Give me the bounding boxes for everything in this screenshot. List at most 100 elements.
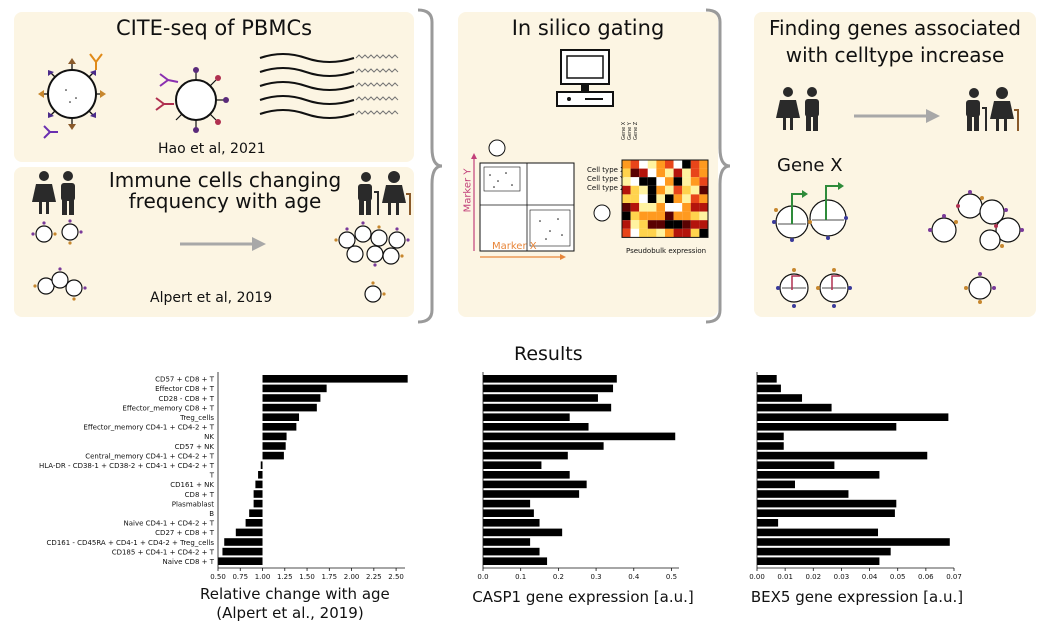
category-label: CD185 + CD4-1 + CD4-2 + T <box>112 548 215 556</box>
bex5-xlabel: BEX5 gene expression [a.u.] <box>750 588 964 606</box>
x-tick-label: 2.50 <box>388 573 404 581</box>
bar <box>483 538 531 546</box>
heatmap-cell <box>665 168 674 178</box>
relative-change-xlabel-line2: (Alpert et al., 2019) <box>216 604 364 622</box>
bar <box>245 519 263 527</box>
heatmap-cell <box>699 211 708 221</box>
heatmap-cell <box>622 211 631 221</box>
x-tick-label: 0.05 <box>890 573 906 581</box>
heatmap-cell <box>622 194 631 203</box>
heatmap-cell <box>699 220 708 229</box>
gating-title: In silico gating <box>511 16 665 40</box>
bar <box>262 413 300 421</box>
bar <box>757 547 891 556</box>
heatmap-cell <box>647 177 657 186</box>
category-label: Naive CD4-1 + CD4-2 + T <box>124 520 215 528</box>
category-label: Effector_memory CD4-1 + CD4-2 + T <box>83 424 214 432</box>
bracket-left <box>417 8 443 324</box>
heatmap-cell <box>622 160 631 169</box>
category-label: CD8 + T <box>185 491 215 499</box>
x-tick-label: 0.50 <box>210 573 226 581</box>
heatmap-cell <box>622 203 631 212</box>
young-couple-icon <box>32 171 75 215</box>
heatmap-cell <box>647 203 657 212</box>
cell-type-y-label: Cell type Y <box>587 175 625 183</box>
gating-plot-illustration <box>471 139 611 260</box>
heatmap-cell <box>665 203 674 212</box>
heatmap-cell <box>665 220 674 229</box>
x-tick-label: 1.50 <box>299 573 315 581</box>
bar <box>757 423 897 431</box>
category-label: CD27 + CD8 + T <box>155 529 215 537</box>
heatmap-cell <box>630 160 640 169</box>
bar <box>260 461 263 469</box>
heatmap-cell <box>690 203 700 212</box>
heatmap-cell <box>630 220 640 229</box>
genes-title-line1: Finding genes associated <box>768 16 1021 40</box>
heatmap-cell <box>682 185 691 195</box>
category-label: NK <box>204 433 214 441</box>
heatmap-cell <box>656 203 665 212</box>
heatmap-cell <box>682 168 691 178</box>
bar <box>757 413 949 421</box>
bar <box>483 509 534 517</box>
x-tick-label: 0.03 <box>834 573 850 581</box>
barcoded-cell-illustration <box>155 67 229 133</box>
bar <box>483 442 604 450</box>
heatmap-cell <box>690 185 700 195</box>
heatmap-cell <box>673 194 683 203</box>
bar <box>249 509 263 517</box>
heatmap-cell <box>630 194 640 203</box>
heatmap-cell <box>699 228 708 238</box>
x-tick-label: 0.2 <box>553 573 564 581</box>
age-arrow-2 <box>854 109 940 123</box>
category-label: Treg_cells <box>179 414 214 422</box>
heatmap-cell <box>699 168 708 178</box>
heatmap-cell <box>647 220 657 229</box>
bar <box>258 471 263 479</box>
x-tick-label: 0.04 <box>862 573 878 581</box>
genes-panel <box>754 12 1036 317</box>
heatmap-cell <box>665 211 674 221</box>
bar <box>262 442 286 450</box>
bar <box>483 451 568 460</box>
heatmap-cell <box>639 177 648 186</box>
heatmap-cell <box>639 160 648 169</box>
x-tick-label: 1.00 <box>255 573 271 581</box>
bar <box>255 480 263 489</box>
x-tick-label: 0.06 <box>918 573 934 581</box>
heatmap-cell <box>665 194 674 203</box>
category-label: Plasmablast <box>172 500 215 508</box>
genes-title-line2: with celltype increase <box>785 43 1005 67</box>
x-tick-label: 0.01 <box>777 573 793 581</box>
bar <box>757 519 779 527</box>
heatmap-cell <box>690 168 700 178</box>
x-tick-label: 0.02 <box>805 573 821 581</box>
heatmap-cell <box>682 177 691 186</box>
pseudobulk-label: Pseudobulk expression <box>626 247 707 255</box>
heatmap-cell <box>656 185 665 195</box>
bar <box>262 403 317 412</box>
x-tick-label: 0.3 <box>591 573 602 581</box>
small-cells-illustration <box>776 268 852 308</box>
heatmap-cell <box>690 220 700 229</box>
heatmap-cell <box>690 194 700 203</box>
casp1-xlabel: CASP1 gene expression [a.u.] <box>472 588 694 606</box>
immune-age-title: Immune cells changing frequency with age <box>70 170 380 212</box>
heatmap-cell <box>622 177 631 186</box>
bar <box>483 519 540 527</box>
heatmap-cell <box>699 185 708 195</box>
category-label: Naive CD8 + T <box>163 558 215 566</box>
young-couple-icon-2 <box>776 87 819 131</box>
heatmap-cell <box>690 160 700 169</box>
single-cell-illustration <box>964 272 996 304</box>
bar <box>483 557 548 565</box>
heatmap-cell <box>673 168 683 178</box>
heatmap-cell <box>682 160 691 169</box>
heatmap-cell <box>656 177 665 186</box>
heatmap-cell <box>673 185 683 195</box>
bar <box>262 375 408 383</box>
heatmap-cell <box>665 228 674 238</box>
gene-x-label: Gene X <box>777 155 843 176</box>
